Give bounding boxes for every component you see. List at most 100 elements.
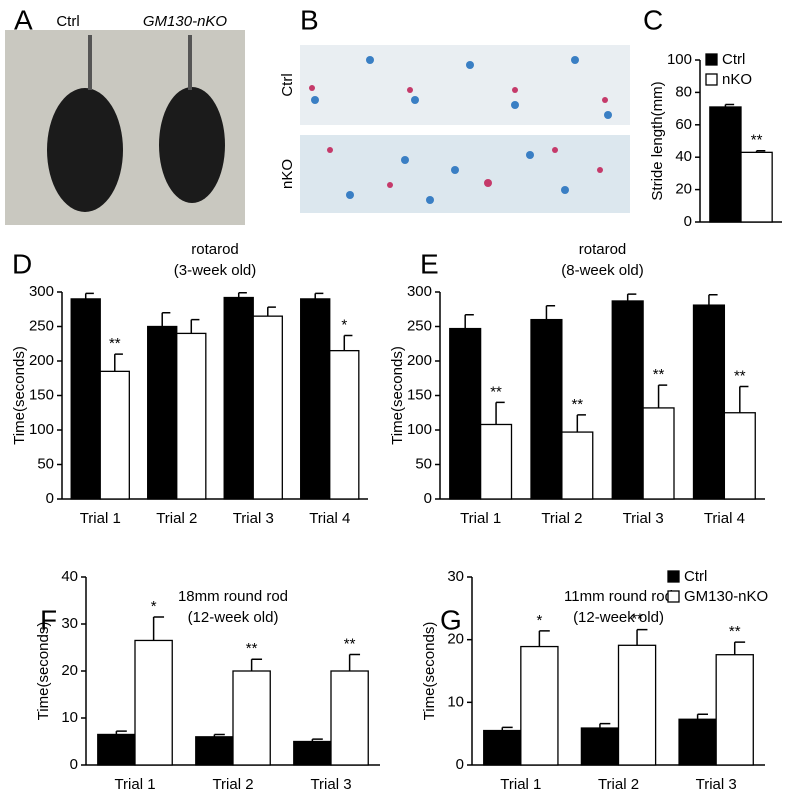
error-bar xyxy=(708,294,718,306)
photo-label: Ctrl xyxy=(279,73,296,96)
bar xyxy=(330,670,369,766)
bar xyxy=(223,296,254,500)
bar xyxy=(709,106,742,223)
y-axis-label: Time(seconds) xyxy=(35,622,52,721)
bar xyxy=(530,318,563,500)
panel-label: C xyxy=(643,4,663,35)
significance: ** xyxy=(571,396,583,413)
y-tick-label: 0 xyxy=(456,756,464,773)
bar xyxy=(232,670,271,766)
error-bar xyxy=(636,628,648,646)
error-bar xyxy=(501,726,513,731)
y-axis-label: Time(seconds) xyxy=(389,346,406,445)
error-bar xyxy=(739,385,749,413)
panel-label: D xyxy=(12,248,32,279)
y-tick-label: 300 xyxy=(29,283,54,300)
y-tick-label: 30 xyxy=(61,615,78,632)
bar xyxy=(642,407,675,500)
error-bar xyxy=(626,293,637,301)
significance: ** xyxy=(751,132,763,149)
chart-title: rotarod xyxy=(579,241,627,258)
bar xyxy=(723,412,756,500)
x-tick-label: Trial 1 xyxy=(500,776,541,792)
x-tick-label: Trial 2 xyxy=(541,510,582,527)
legend-label: nKO xyxy=(722,71,752,88)
error-bar xyxy=(237,291,247,298)
y-tick-label: 40 xyxy=(675,148,692,165)
y-tick-label: 0 xyxy=(424,490,432,507)
chart-subtitle: (3-week old) xyxy=(174,262,257,279)
chart-title: rotarod xyxy=(191,241,239,258)
x-tick-label: Trial 3 xyxy=(696,776,737,792)
y-tick-label: 150 xyxy=(29,386,54,403)
significance: * xyxy=(341,316,347,333)
y-tick-label: 250 xyxy=(407,317,432,334)
legend-label: GM130-nKO xyxy=(684,588,768,605)
error-bar xyxy=(114,353,123,372)
x-tick-label: Trial 1 xyxy=(460,510,501,527)
error-bar xyxy=(343,334,353,351)
x-tick-label: Trial 2 xyxy=(212,776,253,792)
y-axis-label: Time(seconds) xyxy=(11,346,28,445)
error-bar xyxy=(190,318,200,334)
bar xyxy=(740,151,773,223)
y-tick-label: 80 xyxy=(675,83,692,100)
error-bar xyxy=(213,733,225,737)
x-tick-label: Trial 3 xyxy=(233,510,274,527)
y-tick-label: 20 xyxy=(447,631,464,648)
bar xyxy=(293,740,332,766)
error-bar xyxy=(311,738,323,742)
bar xyxy=(483,729,522,766)
legend-swatch xyxy=(667,570,680,583)
y-tick-label: 200 xyxy=(29,352,54,369)
panel-label: E xyxy=(420,248,439,279)
bar xyxy=(97,733,136,766)
legend-swatch xyxy=(705,53,718,66)
bar xyxy=(134,639,173,766)
bar xyxy=(176,332,207,500)
panel-label: G xyxy=(440,604,462,635)
bar xyxy=(252,315,283,500)
bar xyxy=(195,736,234,766)
photo-b-ctrl xyxy=(300,45,630,125)
error-bar xyxy=(84,292,94,299)
y-tick-label: 10 xyxy=(447,693,464,710)
y-tick-label: 0 xyxy=(70,756,78,773)
y-tick-label: 100 xyxy=(667,51,692,68)
bar xyxy=(580,727,620,766)
y-tick-label: 50 xyxy=(37,455,54,472)
error-bar xyxy=(495,401,505,425)
mouse xyxy=(47,88,123,212)
y-tick-label: 0 xyxy=(684,213,692,230)
error-bar xyxy=(696,713,709,720)
error-bar xyxy=(724,103,735,107)
bar xyxy=(449,327,482,500)
footprints xyxy=(309,85,608,188)
x-tick-label: Trial 4 xyxy=(704,510,745,527)
significance: * xyxy=(151,598,157,615)
legend-swatch xyxy=(667,590,680,603)
significance: ** xyxy=(109,335,121,352)
y-tick-label: 100 xyxy=(29,421,54,438)
error-bar xyxy=(733,641,746,655)
bar xyxy=(611,300,644,500)
y-tick-label: 100 xyxy=(407,421,432,438)
error-bar xyxy=(314,292,324,299)
error-bar xyxy=(348,653,361,671)
x-tick-label: Trial 4 xyxy=(309,510,350,527)
chart-subtitle: (8-week old) xyxy=(561,262,644,279)
bar xyxy=(715,654,754,766)
error-bar xyxy=(267,306,276,317)
bar xyxy=(70,298,101,500)
y-tick-label: 0 xyxy=(46,490,54,507)
bar xyxy=(617,644,657,766)
error-bar xyxy=(464,314,474,329)
y-tick-label: 20 xyxy=(675,181,692,198)
bar xyxy=(692,304,726,500)
bar xyxy=(479,423,513,500)
panel-label: A xyxy=(14,4,33,35)
chart-title: 11mm round rod xyxy=(564,588,673,605)
error-bar xyxy=(152,616,165,641)
significance: ** xyxy=(246,640,258,657)
